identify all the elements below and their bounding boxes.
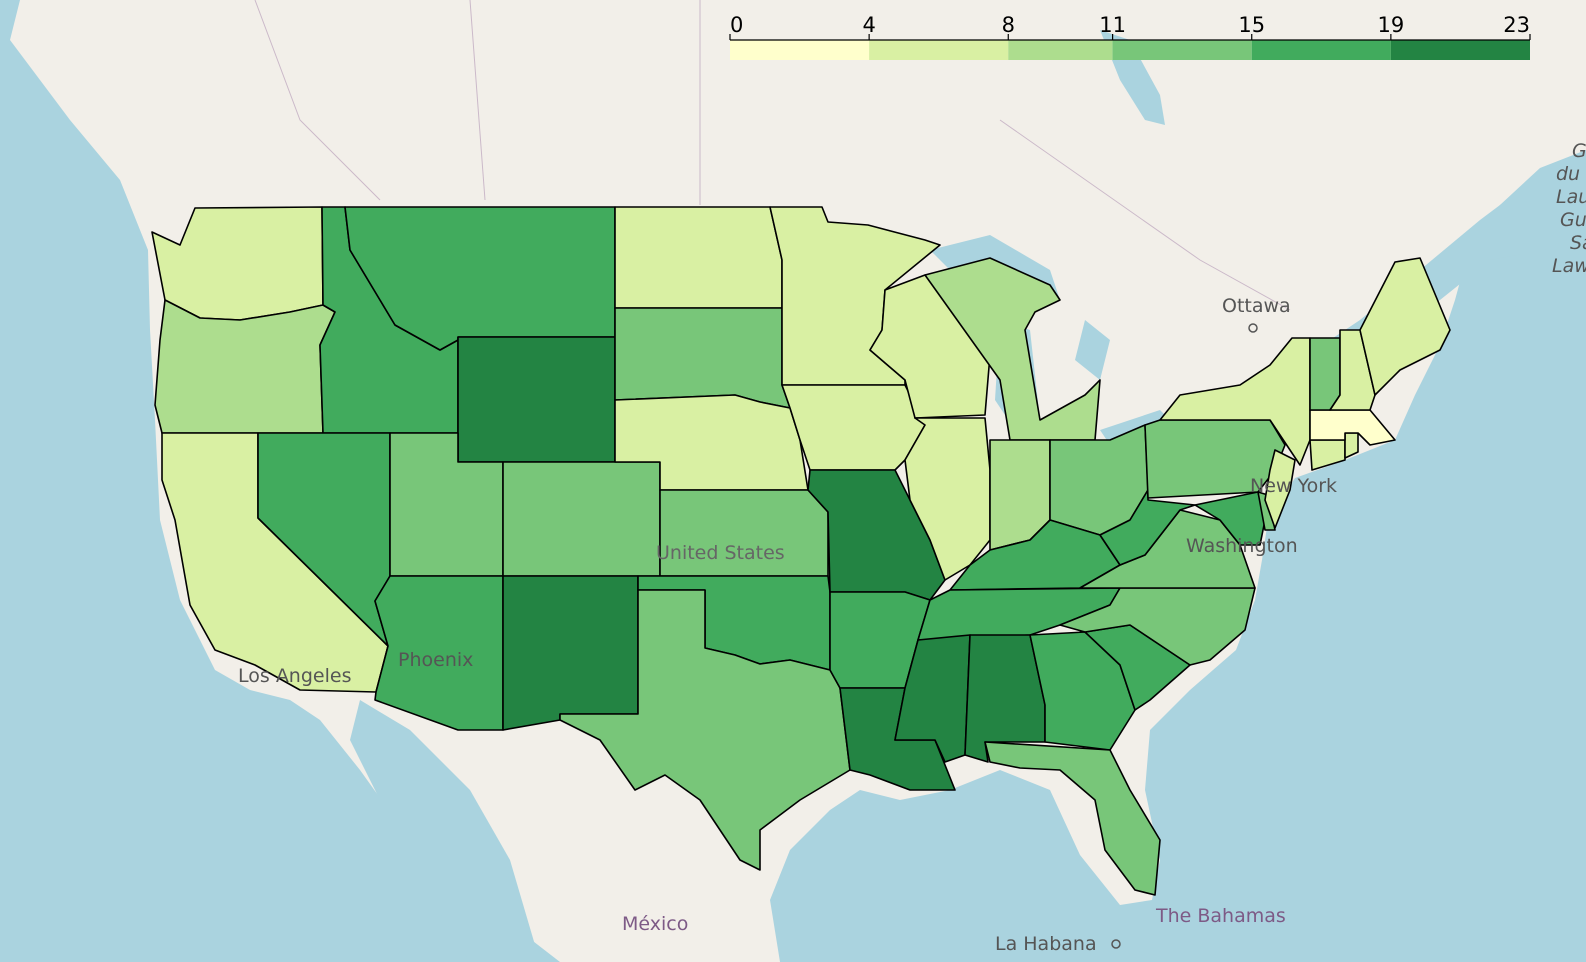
legend-tick-label: 23 <box>1503 13 1530 37</box>
color-legend: 0 4 8 11 15 19 23 <box>729 13 1531 60</box>
capital-marker-la-habana <box>1111 939 1121 949</box>
state-north-dakota[interactable] <box>614 206 783 309</box>
legend-swatch <box>1008 40 1113 60</box>
label-los-angeles: Los Angeles <box>238 665 351 687</box>
state-maine[interactable] <box>1359 257 1451 396</box>
state-new-mexico[interactable] <box>502 575 639 731</box>
legend-tick-label: 4 <box>862 13 875 37</box>
gulf-of-california <box>350 700 540 962</box>
label-la-habana: La Habana <box>995 933 1097 955</box>
state-wyoming[interactable] <box>457 336 616 463</box>
state-nebraska[interactable] <box>614 394 809 491</box>
legend-swatch <box>1390 40 1530 60</box>
legend-swatch <box>730 40 870 60</box>
legend-tick-label: 11 <box>1099 13 1126 37</box>
capital-marker-ottawa <box>1248 323 1258 333</box>
label-the-bahamas: The Bahamas <box>1155 905 1286 927</box>
label-phoenix: Phoenix <box>398 649 473 671</box>
legend-ticks: 0 4 8 11 15 19 23 <box>729 13 1531 40</box>
label-gulf-line-6: Law <box>1552 255 1586 277</box>
state-florida[interactable] <box>984 741 1161 896</box>
state-new-jersey[interactable] <box>1264 449 1296 529</box>
label-new-york: New York <box>1250 475 1337 497</box>
label-gulf-line-2: du S <box>1556 163 1586 185</box>
legend-color-bar <box>730 40 1530 60</box>
state-vermont[interactable] <box>1309 337 1341 411</box>
legend-tick-label: 19 <box>1378 13 1405 37</box>
legend-swatch <box>1112 40 1252 60</box>
state-delaware[interactable] <box>1257 491 1276 531</box>
label-united-states: United States <box>656 542 785 564</box>
label-gulf-line-5: Sa <box>1570 232 1586 254</box>
legend-tick-label: 0 <box>730 13 743 37</box>
basemap-borders <box>254 0 1291 311</box>
label-gulf-line-3: Lau <box>1556 186 1586 208</box>
legend-swatch <box>869 40 1009 60</box>
legend-tick-label: 15 <box>1238 13 1265 37</box>
state-massachusetts[interactable] <box>1309 409 1396 446</box>
state-illinois[interactable] <box>904 417 991 581</box>
state-texas[interactable] <box>559 589 851 871</box>
place-labels: Ottawa New York Washington United States… <box>238 140 1586 955</box>
state-south-dakota[interactable] <box>614 307 791 409</box>
state-oregon[interactable] <box>154 299 336 434</box>
label-gulf-line-1: Go <box>1572 140 1586 162</box>
legend-swatch <box>1251 40 1391 60</box>
state-north-carolina[interactable] <box>1059 587 1256 666</box>
label-mexico: México <box>622 913 688 935</box>
legend-tick-label: 8 <box>1002 13 1015 37</box>
state-colorado[interactable] <box>502 461 661 577</box>
label-gulf-line-4: Gu <box>1560 209 1586 231</box>
label-ottawa: Ottawa <box>1222 295 1291 317</box>
state-choropleth <box>151 206 1451 896</box>
label-washington: Washington <box>1186 535 1298 557</box>
